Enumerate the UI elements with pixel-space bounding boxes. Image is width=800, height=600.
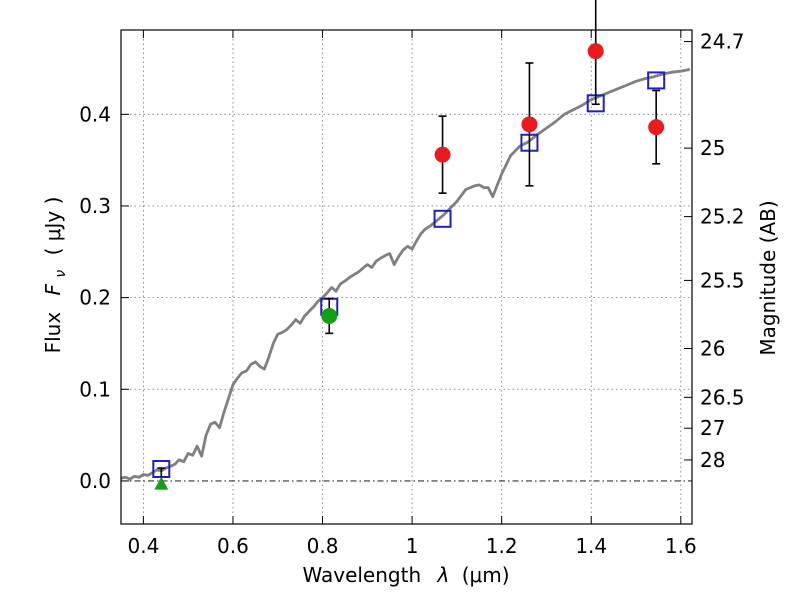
x-tick-label: 1.4 bbox=[575, 534, 607, 558]
y-axis-label-symbol: F bbox=[41, 283, 65, 295]
x-axis-label-unit: (μm) bbox=[462, 563, 510, 587]
upper-limit-triangle bbox=[154, 476, 169, 490]
y-axis-label-subscript: ν bbox=[53, 270, 69, 278]
x-tick-label: 1.6 bbox=[665, 534, 697, 558]
y-tick-label: 0.1 bbox=[79, 377, 111, 401]
y2-axis-label: Magnitude (AB) bbox=[756, 200, 780, 355]
observed-point-red bbox=[521, 116, 538, 133]
x-axis-label-symbol: λ bbox=[437, 563, 450, 587]
plot-area bbox=[120, 0, 691, 490]
observed-point-red bbox=[648, 119, 665, 136]
y2-tick-label: 26 bbox=[700, 336, 725, 360]
model-photometry-square bbox=[647, 71, 666, 90]
model-spectrum-line bbox=[120, 68, 691, 481]
y-tick-label: 0.3 bbox=[79, 194, 111, 218]
y2-tick-label: 24.7 bbox=[700, 30, 745, 54]
grid bbox=[121, 30, 692, 524]
tick-labels: 0.4 0.6 0.8 1 1.2 1.4 1.6 0.0 0.1 0.2 0.3 0.4 24.7 25… bbox=[79, 30, 744, 558]
y-tick-label: 0.4 bbox=[79, 102, 111, 126]
x-tick-label: 1 bbox=[406, 534, 419, 558]
observed-point-red bbox=[587, 43, 604, 60]
y-axis-label: Flux F ν ( μJy ) bbox=[41, 197, 70, 354]
y-tick-label: 0.0 bbox=[79, 469, 111, 493]
y2-tick-label: 28 bbox=[700, 448, 725, 472]
x-tick-label: 1.2 bbox=[486, 534, 518, 558]
x-axis-label: Wavelength λ (μm) bbox=[302, 563, 509, 587]
model-photometry-square bbox=[433, 209, 452, 228]
observed-point-green bbox=[321, 307, 338, 324]
y-axis-label-unit: ( μJy ) bbox=[41, 197, 65, 256]
y2-tick-label: 26.5 bbox=[700, 385, 745, 409]
y2-tick-label: 25.2 bbox=[700, 205, 745, 229]
observed-point-red bbox=[434, 146, 451, 163]
plot-frame bbox=[120, 29, 693, 525]
tick-marks bbox=[121, 30, 692, 524]
x-axis-label-text: Wavelength bbox=[302, 563, 421, 587]
y2-tick-label: 27 bbox=[700, 416, 725, 440]
y-axis-label-text: Flux bbox=[41, 312, 65, 354]
y2-tick-label: 25.5 bbox=[700, 268, 745, 292]
y2-tick-label: 25 bbox=[700, 136, 725, 160]
y-tick-label: 0.2 bbox=[79, 286, 111, 310]
x-tick-label: 0.6 bbox=[217, 534, 249, 558]
x-tick-label: 0.4 bbox=[127, 534, 159, 558]
x-tick-label: 0.8 bbox=[307, 534, 339, 558]
